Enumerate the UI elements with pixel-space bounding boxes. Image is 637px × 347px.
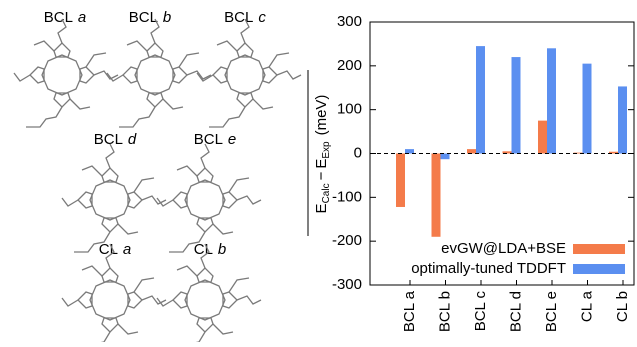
molecule-structure — [62, 244, 166, 342]
y-tick-label: -100 — [332, 188, 362, 205]
bar — [467, 149, 476, 153]
y-title-part: E — [313, 159, 330, 169]
label-prefix: BCL — [44, 9, 73, 26]
bar — [396, 154, 405, 207]
y-tick-label: 100 — [337, 101, 362, 118]
molecule-structure — [157, 144, 261, 252]
y-title-part: (meV) — [313, 95, 330, 136]
label-id: b — [163, 9, 171, 26]
molecule-panel: BCL a BCL b BCL c BCL d BCL e CL a CL b — [14, 9, 301, 342]
y-tick-label: 200 — [337, 57, 362, 74]
legend-swatch — [573, 244, 625, 254]
y-title-part: E — [313, 203, 330, 213]
y-axis-title: ECalc−EExp(meV) — [313, 95, 332, 214]
bar — [583, 64, 592, 154]
legend-label: evGW@LDA+BSE — [441, 240, 566, 257]
y-tick-label: 0 — [354, 144, 362, 161]
x-tick-label: BCL a — [401, 290, 418, 332]
label-prefix: CL — [194, 241, 213, 258]
bar — [476, 46, 485, 153]
label-id: a — [123, 241, 131, 258]
x-tick-label: BCL e — [543, 291, 560, 332]
molecule-label: CL a — [99, 241, 132, 258]
x-tick-label: BCL c — [472, 291, 489, 332]
label-prefix: CL — [99, 241, 118, 258]
label-id: d — [128, 131, 137, 148]
x-tick-label: CL a — [578, 290, 595, 322]
bar — [432, 154, 441, 237]
y-title-part: − — [313, 171, 330, 180]
label-prefix: BCL — [224, 9, 253, 26]
y-tick-label: 300 — [337, 13, 362, 30]
x-tick-label: BCL d — [507, 291, 524, 332]
molecule-structure — [14, 19, 118, 127]
y-title-part: Exp — [321, 141, 332, 159]
legend-label: optimally-tuned TDDFT — [411, 260, 566, 277]
y-tick-label: -200 — [332, 232, 362, 249]
bar — [547, 48, 556, 153]
molecule-label: BCL a — [44, 9, 87, 26]
bar — [512, 57, 521, 153]
label-id: c — [258, 9, 266, 26]
x-tick-label: CL b — [614, 291, 631, 322]
bar — [441, 154, 450, 160]
label-id: a — [78, 9, 86, 26]
label-prefix: BCL — [194, 131, 223, 148]
molecule-label: BCL c — [224, 9, 266, 26]
molecule-label: BCL e — [194, 131, 237, 148]
y-tick-label: -300 — [332, 276, 362, 293]
figure: BCLaBCLbBCLcBCLdBCLeCLaCLb ECalc−EExp(me… — [0, 0, 637, 342]
molecule-structure — [197, 19, 301, 127]
bar — [538, 121, 547, 154]
label-id: e — [228, 131, 236, 148]
bar — [405, 149, 414, 153]
molecule-structure — [62, 144, 166, 252]
label-prefix: BCL — [94, 131, 123, 148]
legend-swatch — [573, 264, 625, 274]
x-tick-label: BCL b — [436, 291, 453, 332]
molecule-structure — [157, 244, 261, 342]
molecule-label: CL b — [194, 241, 227, 258]
molecule-structure — [107, 19, 211, 127]
label-prefix: BCL — [129, 9, 158, 26]
label-id: b — [218, 241, 226, 258]
chart: ECalc−EExp(meV) -300-200-1000100200300BC… — [308, 13, 634, 332]
molecule-label: BCL d — [94, 131, 137, 148]
bar — [618, 86, 627, 153]
molecule-label: BCL b — [129, 9, 172, 26]
y-title-part: Calc — [321, 183, 332, 203]
